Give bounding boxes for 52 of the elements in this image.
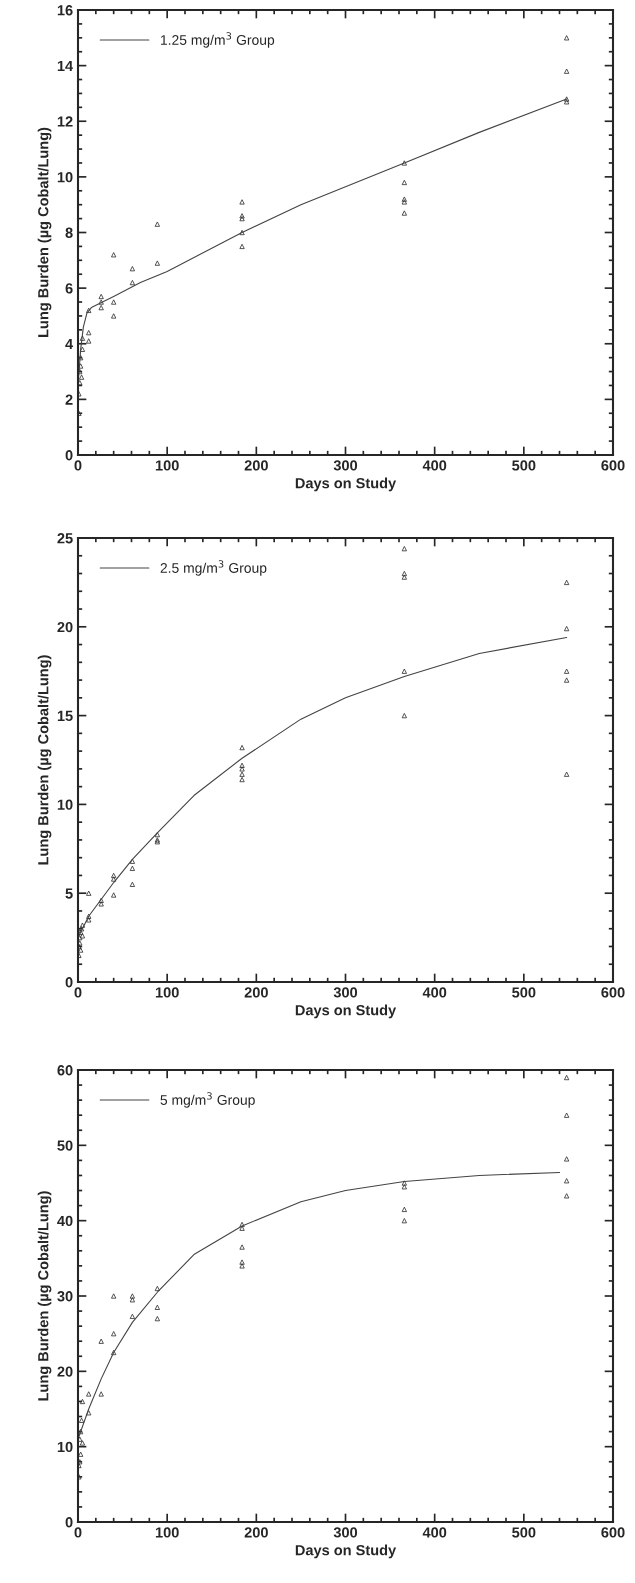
y-tick-label: 30 [57, 1291, 73, 1302]
x-tick-label: 300 [333, 460, 358, 471]
x-tick-label: 200 [244, 1527, 268, 1538]
y-tick-label: 20 [57, 621, 73, 633]
y-tick-label: 2 [65, 394, 73, 405]
x-tick-label: 0 [74, 1527, 82, 1538]
x-axis-title: Days on Study [295, 477, 397, 492]
x-tick-label: 500 [512, 1527, 536, 1538]
y-tick-label: 10 [57, 799, 73, 810]
y-tick-label: 0 [65, 977, 73, 988]
x-tick-label: 200 [244, 460, 268, 471]
x-tick-label: 400 [422, 460, 447, 471]
x-tick-label: 400 [422, 987, 447, 998]
y-tick-label: 8 [65, 227, 73, 238]
x-tick-label: 600 [601, 1527, 625, 1538]
x-tick-label: 400 [422, 1527, 447, 1538]
y-tick-label: 14 [57, 60, 74, 71]
y-tick-label: 10 [57, 1441, 73, 1453]
y-tick-label: 5 [65, 888, 73, 899]
y-tick-label: 0 [65, 450, 73, 461]
y-tick-label: 6 [65, 283, 73, 294]
x-tick-label: 100 [155, 987, 179, 998]
legend-label: 1.25 mg/m$^{3}$ Group [161, 32, 275, 48]
y-axis-title: Lung Burden (µg Cobalt/Lung) [37, 1191, 52, 1401]
y-axis-title: Lung Burden (µg Cobalt/Lung) [37, 127, 52, 337]
legend-label: 5 mg/m$^{3}$ Group [160, 1092, 255, 1108]
x-tick-label: 600 [601, 460, 625, 471]
y-tick-label: 50 [57, 1140, 73, 1151]
x-tick-label: 0 [74, 460, 82, 471]
y-tick-label: 15 [57, 710, 73, 722]
x-tick-label: 0 [74, 987, 82, 998]
x-tick-label: 600 [601, 987, 625, 998]
y-axis-title: Lung Burden (µg Cobalt/Lung) [37, 655, 52, 865]
y-tick-label: 20 [57, 1366, 73, 1377]
x-tick-label: 100 [155, 1527, 179, 1538]
x-tick-label: 100 [155, 460, 179, 471]
x-tick-label: 300 [333, 1527, 358, 1538]
x-axis-title: Days on Study [295, 1004, 397, 1019]
legend-label: 2.5 mg/m$^{3}$ Group [160, 560, 267, 576]
y-tick-label: 25 [57, 533, 73, 544]
y-tick-label: 10 [57, 171, 73, 183]
y-tick-label: 4 [65, 339, 74, 350]
x-tick-label: 300 [333, 987, 358, 998]
x-axis-title: Days on Study [295, 1544, 397, 1559]
y-tick-label: 0 [65, 1517, 73, 1528]
y-tick-label: 40 [57, 1215, 73, 1227]
x-tick-label: 200 [244, 987, 268, 998]
y-tick-label: 12 [57, 116, 73, 127]
y-tick-label: 60 [57, 1065, 73, 1076]
y-tick-label: 16 [57, 5, 73, 16]
x-tick-label: 500 [512, 987, 536, 998]
x-tick-label: 500 [512, 460, 536, 471]
